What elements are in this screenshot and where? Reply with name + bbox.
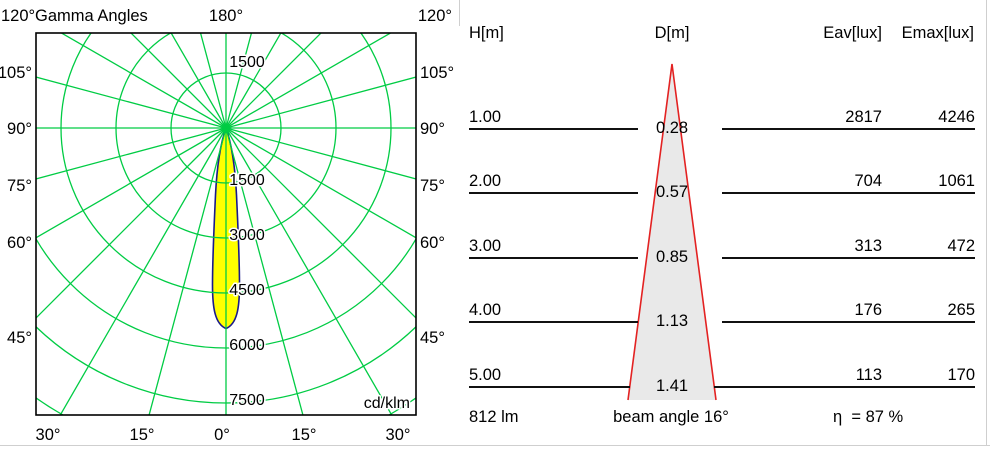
polar-radial-line	[148, 127, 227, 415]
chart-title: Gamma Angles	[35, 7, 148, 25]
row-line-right	[722, 257, 975, 259]
eav-value: 176	[854, 301, 882, 319]
mounting-height-value: 5.00	[469, 366, 502, 384]
emax-value: 1061	[938, 172, 975, 190]
polar-frame	[35, 32, 417, 416]
polar-radial-line	[60, 33, 227, 129]
emax-value: 170	[947, 366, 975, 384]
col-header-diameter: D[m]	[654, 24, 690, 42]
beam-diameter-value: 0.85	[655, 248, 689, 266]
gamma-label-left-75: 75°	[7, 177, 32, 195]
gamma-label-right-60: 60°	[420, 234, 445, 252]
emax-value: 265	[947, 301, 975, 319]
gamma-label-bottom-0: 0°	[214, 426, 230, 444]
beam-diameter-value: 0.28	[655, 119, 689, 137]
gamma-label-top-right-120: 120°	[418, 7, 452, 25]
col-header-eav: Eav[lux]	[823, 24, 882, 42]
polar-radial-line	[225, 76, 416, 129]
gamma-label-right-105: 105°	[420, 64, 454, 82]
row-line-right	[714, 386, 975, 388]
ring-label-6000: 6000	[229, 337, 265, 354]
page-divider-top	[459, 0, 460, 26]
row-line-left	[469, 257, 638, 259]
polar-radial-line	[59, 127, 227, 415]
ring-label-4500: 4500	[229, 282, 265, 299]
ring-label-3000: 3000	[229, 227, 265, 244]
beam-cone-diagram	[627, 63, 717, 401]
polar-radial-line	[170, 33, 227, 129]
row-line-right	[722, 192, 975, 194]
ring-label-upper-1500: 1500	[229, 54, 265, 71]
gamma-label-left-60: 60°	[7, 234, 32, 252]
mounting-height-value: 2.00	[469, 172, 502, 190]
polar-radial-line	[225, 127, 416, 239]
gamma-label-top-left-120: 120°	[1, 7, 35, 25]
polar-radial-line	[225, 33, 392, 129]
eav-value: 2817	[845, 108, 882, 126]
polar-radial-line	[225, 127, 416, 180]
polar-intensity-chart: 1500 1500 3000 4500 6000 7500 cd/klm 120…	[0, 7, 454, 444]
gamma-label-right-75: 75°	[420, 177, 445, 195]
eav-value: 113	[855, 366, 882, 384]
beam-diameter-value: 0.57	[655, 183, 689, 201]
mounting-height-value: 3.00	[469, 237, 502, 255]
gamma-label-left-105: 105°	[0, 64, 32, 82]
polar-grid	[36, 33, 416, 415]
row-line-right	[722, 128, 975, 130]
ring-label-7500: 7500	[229, 392, 265, 409]
beam-cone-outline	[627, 63, 717, 401]
efficiency-label: η = 87 %	[833, 408, 904, 426]
col-header-emax: Emax[lux]	[901, 24, 974, 42]
gamma-label-left-45: 45°	[7, 329, 32, 347]
row-line-left	[469, 192, 638, 194]
beam-diameter-value: 1.41	[655, 377, 689, 395]
gamma-label-left-90: 90°	[7, 120, 32, 138]
mounting-height-value: 1.00	[469, 108, 502, 126]
col-header-height: H[m]	[469, 24, 504, 42]
row-line-left	[469, 321, 638, 323]
unit-label-cdklm: cd/klm	[364, 395, 410, 412]
page-divider-right	[986, 0, 987, 446]
emax-value: 472	[947, 237, 975, 255]
polar-radial-line	[225, 33, 322, 129]
page-divider-bottom	[0, 445, 990, 446]
polar-radial-line	[225, 127, 416, 319]
row-line-right	[722, 321, 975, 323]
ring-label-1500: 1500	[229, 172, 265, 189]
gamma-label-bottom-15l: 15°	[130, 426, 155, 444]
polar-radial-line	[225, 127, 393, 415]
gamma-label-bottom-15r: 15°	[292, 426, 317, 444]
polar-radial-line	[130, 33, 227, 129]
gamma-label-bottom-30l: 30°	[36, 426, 61, 444]
gamma-label-right-45: 45°	[420, 329, 445, 347]
polar-radial-line	[36, 127, 227, 239]
gamma-label-right-90: 90°	[420, 120, 445, 138]
row-line-left	[469, 128, 638, 130]
beam-diameter-value: 1.13	[655, 312, 689, 330]
polar-radial-line	[225, 127, 304, 415]
beam-angle-label: beam angle 16°	[613, 408, 729, 426]
polar-radial-line	[225, 33, 282, 129]
gamma-label-bottom-30r: 30°	[386, 426, 411, 444]
polar-radial-line	[36, 76, 227, 129]
gamma-label-top-180: 180°	[209, 7, 243, 25]
eav-value: 313	[854, 237, 882, 255]
mounting-height-value: 4.00	[469, 301, 502, 319]
luminous-flux-label: 812 lm	[469, 408, 519, 426]
row-line-left	[469, 386, 630, 388]
emax-value: 4246	[938, 108, 975, 126]
eav-value: 704	[854, 172, 882, 190]
polar-radial-line	[36, 127, 227, 319]
beam-cone-fill	[628, 64, 716, 400]
polar-radial-line	[36, 127, 227, 180]
